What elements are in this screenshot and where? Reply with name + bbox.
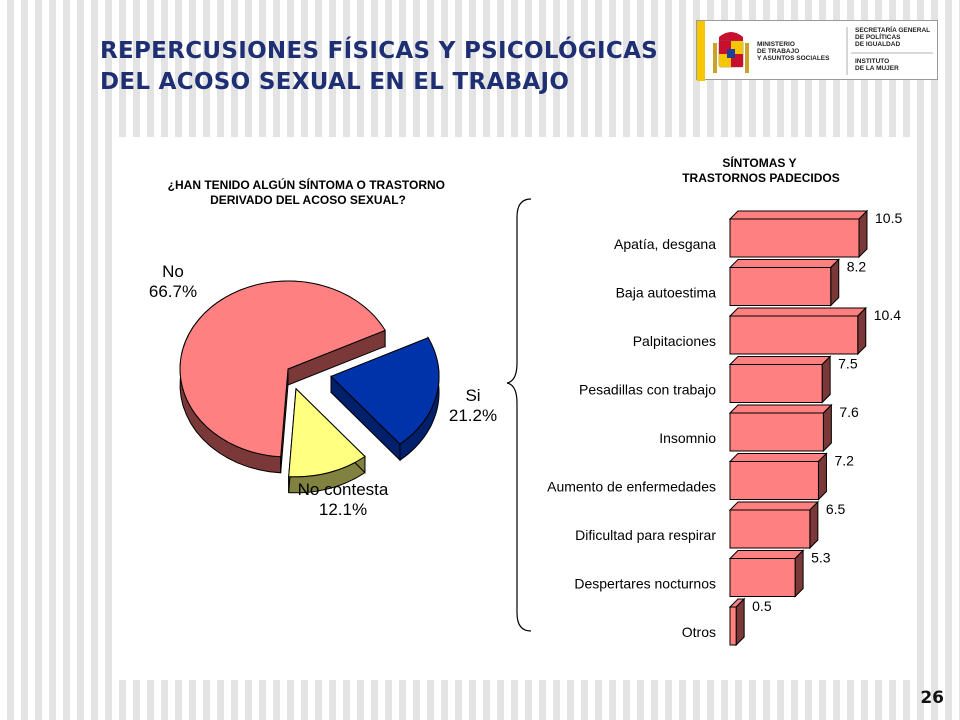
bar-side-face [857, 306, 867, 356]
bar [729, 218, 860, 258]
bar-top-face [728, 259, 840, 268]
pie-slice-top [288, 387, 366, 478]
bar-value-label: 10.5 [875, 210, 902, 226]
bar-category-label: Dificultad para respirar [575, 527, 716, 543]
pie-slices [179, 280, 440, 494]
pie-slice [288, 387, 366, 494]
pie-title-line-1: ¿HAN TENIDO ALGÚN SÍNTOMA O TRASTORNO [168, 177, 445, 192]
bar-category-label: Aumento de enfermedades [547, 479, 716, 495]
bar-side-face [794, 549, 804, 598]
pie-slice-label: No 66.7% [149, 262, 197, 301]
pie-labels: No 66.7% Si 21.2% No contesta 12.1% [149, 262, 497, 519]
pie-title-line-2: DERIVADO DEL ACOSO SEXUAL? [210, 193, 406, 207]
bar-category-label: Baja autoestima [616, 285, 717, 301]
svg-text:¿HAN TENIDO ALGÚN SÍNTOMA O TR: ¿HAN TENIDO ALGÚN SÍNTOMA O TRASTORNO DE… [168, 177, 449, 207]
ministry-logo: MINISTERIO DE TRABAJO Y ASUNTOS SOCIALES… [696, 20, 938, 81]
pie-slice-top [179, 280, 386, 458]
slide-title: REPERCUSIONES FÍSICAS Y PSICOLÓGICAS DEL… [100, 38, 659, 95]
pie-slice-label: No contesta 12.1% [298, 480, 389, 519]
logo-ministry-text: MINISTERIO DE TRABAJO Y ASUNTOS SOCIALES [757, 41, 830, 63]
bar [729, 461, 819, 500]
pie-slice [179, 280, 386, 474]
bar-category-label: Insomnio [659, 430, 716, 446]
bar-top-face [728, 453, 828, 462]
bar-side-face [817, 452, 827, 501]
curly-brace-icon [506, 198, 532, 632]
bar-item: Dificultad para respirar 6.5 [575, 500, 846, 550]
bar-category-label: Otros [682, 624, 716, 640]
bar-side-face [858, 209, 868, 259]
bar-item: Palpitaciones 10.4 [633, 306, 901, 356]
bar-category-label: Pesadillas con trabajo [579, 382, 716, 398]
bar-value-label: 7.5 [838, 356, 858, 372]
bar-side-face [809, 500, 819, 550]
page-number: 26 [920, 688, 944, 708]
bar-top-face [728, 356, 832, 365]
bar [729, 364, 823, 403]
pie-slice-label: Si 21.2% [449, 386, 497, 425]
bar-side-face [735, 597, 745, 647]
bar-item: Pesadillas con trabajo 7.5 [579, 355, 858, 404]
charts-canvas: ¿HAN TENIDO ALGÚN SÍNTOMA O TRASTORNO DE… [149, 155, 902, 647]
pie-slice-percent: 12.1% [319, 500, 367, 519]
bar-value-label: 7.2 [834, 453, 854, 469]
bar-item: Aumento de enfermedades 7.2 [547, 452, 854, 501]
bar-value-label: 6.5 [826, 501, 846, 517]
bar-item: Otros 0.5 [682, 597, 772, 647]
bar-top-face [728, 501, 820, 511]
bar-value-label: 7.6 [839, 404, 859, 420]
bar-value-label: 5.3 [811, 550, 831, 566]
bar [729, 267, 832, 306]
bar-top-face [728, 210, 869, 220]
pie-slice-name: No contesta [298, 480, 389, 499]
bar-item: Despertares nocturnos 5.3 [574, 549, 831, 598]
logo-secretariat-text: SECRETARÍA GENERAL DE POLÍTICAS DE IGUAL… [855, 27, 931, 49]
bar-top-face [728, 404, 833, 414]
bar-top-face [728, 307, 867, 317]
bar [729, 412, 824, 452]
bar [729, 558, 796, 597]
pie-chart: ¿HAN TENIDO ALGÚN SÍNTOMA O TRASTORNO DE… [149, 177, 497, 519]
bar-category-label: Despertares nocturnos [574, 576, 716, 592]
chart-panel: ¿HAN TENIDO ALGÚN SÍNTOMA O TRASTORNO DE… [113, 137, 913, 680]
bar-item: Insomnio 7.6 [659, 403, 859, 453]
bar-side-face [830, 258, 840, 307]
bar-side-face [821, 355, 831, 404]
pie-slice [330, 335, 440, 462]
coat-of-arms-icon [697, 21, 933, 81]
bar-category-label: Palpitaciones [633, 333, 716, 349]
bar-value-label: 0.5 [752, 598, 772, 614]
bar-category-label: Apatía, desgana [614, 236, 716, 252]
bars: Apatía, desgana 10.5 Baja autoestima 8.2 Pal… [547, 209, 902, 647]
bar-value-label: 8.2 [847, 259, 867, 275]
bar [729, 509, 811, 549]
bar [729, 315, 859, 355]
pie-slice-percent: 21.2% [449, 406, 497, 425]
bar-value-label: 10.4 [874, 307, 901, 323]
bar-title-line-2: TRASTORNOS PADECIDOS [682, 171, 840, 185]
bar-side-face [822, 403, 832, 453]
bar-top-face [728, 550, 805, 559]
pie-slice-name: Si [465, 386, 480, 405]
bar-item: Apatía, desgana 10.5 [614, 209, 902, 259]
pie-slice-top [330, 337, 440, 445]
bar-title-line-1: SÍNTOMAS Y [722, 155, 796, 170]
logo-yellow-strip [697, 21, 705, 81]
bar-item: Baja autoestima 8.2 [616, 258, 867, 307]
bar [729, 606, 737, 646]
svg-text:SÍNTOMAS Y TRASTORNOS: SÍNTOMAS Y TRASTORNOS PADECIDOS [682, 155, 840, 185]
pie-slice-name: No [162, 262, 184, 281]
logo-institute-text: INSTITUTO DE LA MUJER [855, 58, 899, 73]
bar-chart: SÍNTOMAS Y TRASTORNOS PADECIDOS Apatía, … [547, 155, 902, 647]
pie-slice-percent: 66.7% [149, 282, 197, 301]
